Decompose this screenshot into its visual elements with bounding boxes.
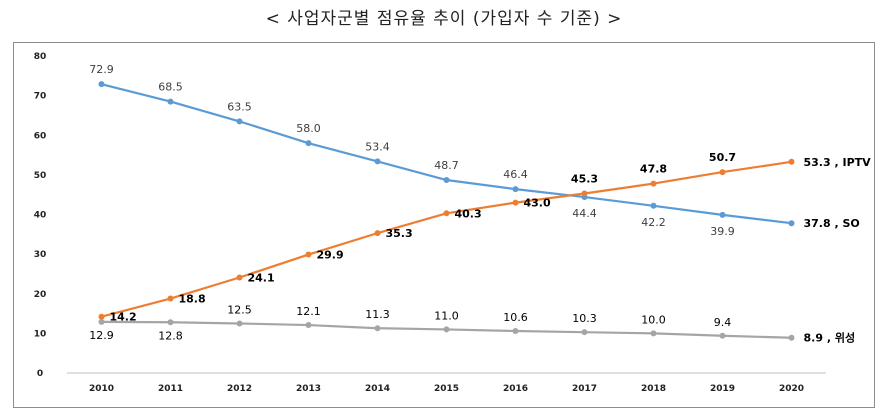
- x-tick-label: 2019: [710, 384, 735, 394]
- series-1-data-label: 14.2: [110, 311, 137, 324]
- y-tick-label: 80: [34, 52, 47, 62]
- series-0-point: [512, 186, 519, 193]
- series-2-data-label: 11.0: [434, 309, 459, 322]
- x-tick-label: 2014: [365, 384, 390, 394]
- series-2-data-label: 12.5: [227, 303, 252, 316]
- y-tick-label: 40: [34, 211, 47, 221]
- series-2-data-label: 12.1: [296, 305, 321, 318]
- y-tick-label: 30: [34, 250, 47, 260]
- series-0-point: [374, 158, 381, 165]
- y-tick-label: 50: [34, 171, 47, 181]
- series-1-point: [236, 274, 243, 281]
- x-tick-label: 2016: [503, 384, 528, 394]
- series-1-data-label: 47.8: [640, 163, 667, 176]
- series-0-data-label: 53.4: [365, 140, 390, 153]
- series-0-point: [788, 220, 795, 227]
- series-0-point: [167, 98, 174, 105]
- series-0-point: [650, 202, 657, 209]
- series-1-data-label: 50.7: [709, 151, 736, 164]
- series-1-data-label: 43.0: [524, 197, 551, 210]
- series-2-point: [512, 327, 519, 334]
- series-0-data-label: 72.9: [89, 63, 114, 76]
- series-2-point: [581, 329, 588, 336]
- series-2-data-label: 10.6: [503, 311, 528, 324]
- series-2-point: [374, 325, 381, 332]
- series-2-point: [236, 320, 243, 327]
- series-0-data-label: 46.4: [503, 168, 528, 181]
- x-tick-label: 2015: [434, 384, 459, 394]
- x-tick-label: 2020: [779, 384, 804, 394]
- series-0-end-label: 37.8 , SO: [804, 217, 860, 230]
- series-0-point: [305, 140, 312, 147]
- series-2-data-label: 10.0: [641, 313, 666, 326]
- series-0-data-label: 58.0: [296, 122, 321, 135]
- chart-title: < 사업자군별 점유율 추이 (가입자 수 기준) >: [265, 9, 623, 29]
- series-1-point: [788, 158, 795, 165]
- series-1-data-label: 24.1: [248, 272, 275, 285]
- series-0-data-label: 48.7: [434, 159, 459, 172]
- y-tick-label: 70: [34, 92, 47, 102]
- series-2-data-label: 12.9: [89, 329, 114, 342]
- x-tick-label: 2012: [227, 384, 252, 394]
- series-2-point: [788, 334, 795, 341]
- series-0-point: [98, 81, 105, 88]
- line-chart: 0 10 20 30 40 50 60 70 80 2010 2011 2012 2013 2014 201…: [34, 52, 872, 394]
- x-tick-label: 2011: [158, 384, 183, 394]
- chart-frame: 0 10 20 30 40 50 60 70 80 2010 2011 2012 2013 2014 201…: [13, 42, 875, 408]
- x-tick-label: 2010: [89, 384, 114, 394]
- series-1-data-label: 45.3: [571, 172, 598, 185]
- series-1-point: [650, 180, 657, 187]
- x-tick-label: 2013: [296, 384, 321, 394]
- series-2-data-label: 11.3: [365, 308, 390, 321]
- series-2-point: [443, 326, 450, 333]
- series-2-point: [719, 332, 726, 339]
- y-tick-label: 10: [34, 329, 47, 339]
- series-0-point: [443, 177, 450, 184]
- series-0-line: [101, 83, 792, 225]
- series-2-data-label: 10.3: [572, 312, 597, 325]
- series-0-data-label: 68.5: [158, 81, 183, 94]
- series-1-point: [98, 313, 105, 320]
- y-tick-label: 60: [34, 131, 47, 141]
- series-1-data-label: 40.3: [455, 207, 482, 220]
- series-2-point: [305, 322, 312, 329]
- series-2-point: [98, 318, 105, 325]
- series-0-point: [719, 211, 726, 218]
- series-1-data-label: 18.8: [179, 293, 206, 306]
- series-1-data-label: 35.3: [386, 227, 413, 240]
- series-1-point: [719, 169, 726, 176]
- x-tick-label: 2018: [641, 384, 666, 394]
- series-1-point: [374, 230, 381, 237]
- y-tick-label: 20: [34, 290, 47, 300]
- series-2-data-label: 9.4: [714, 316, 732, 329]
- y-tick-label: 0: [37, 369, 43, 379]
- series-2-data-label: 12.8: [158, 329, 183, 342]
- series-2-end-label: 8.9 , 위성: [804, 331, 856, 345]
- series-1-point: [305, 251, 312, 258]
- series-1-point: [167, 295, 174, 302]
- series-2-point: [167, 319, 174, 326]
- series-0-point: [236, 118, 243, 125]
- series-0-data-label: 39.9: [710, 225, 735, 238]
- series-1-point: [581, 190, 588, 197]
- x-tick-label: 2017: [572, 384, 597, 394]
- series-0-data-label: 42.2: [641, 216, 666, 229]
- series-1-point: [512, 199, 519, 206]
- series-0-data-label: 44.4: [572, 207, 597, 220]
- series-0-data-label: 63.5: [227, 100, 252, 113]
- series-1-end-label: 53.3 , IPTV: [804, 156, 872, 169]
- series-1-point: [443, 210, 450, 217]
- series-2-point: [650, 330, 657, 337]
- series-1-data-label: 29.9: [317, 249, 344, 262]
